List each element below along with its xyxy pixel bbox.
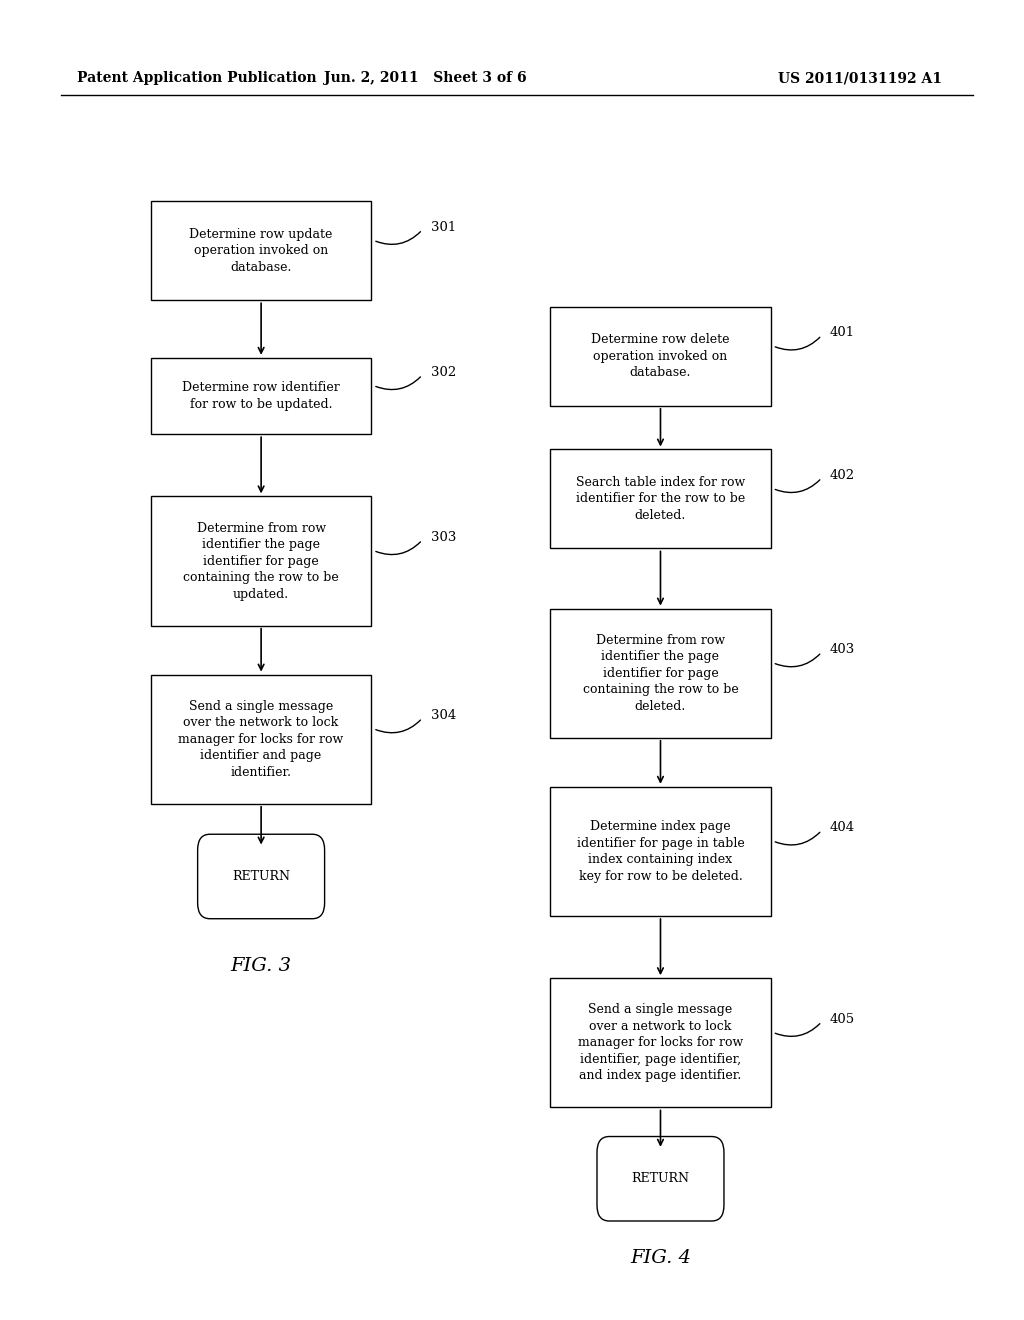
Text: 402: 402 (830, 469, 855, 482)
FancyBboxPatch shape (152, 675, 372, 804)
Text: RETURN: RETURN (232, 870, 290, 883)
FancyBboxPatch shape (597, 1137, 724, 1221)
Text: Determine from row
identifier the page
identifier for page
containing the row to: Determine from row identifier the page i… (183, 521, 339, 601)
Text: 404: 404 (830, 821, 855, 834)
Text: Determine row identifier
for row to be updated.: Determine row identifier for row to be u… (182, 381, 340, 411)
Text: Jun. 2, 2011   Sheet 3 of 6: Jun. 2, 2011 Sheet 3 of 6 (324, 71, 526, 84)
FancyBboxPatch shape (152, 358, 372, 434)
Text: 304: 304 (430, 709, 456, 722)
Text: 303: 303 (430, 531, 456, 544)
Text: Determine from row
identifier the page
identifier for page
containing the row to: Determine from row identifier the page i… (583, 634, 738, 713)
Text: 405: 405 (830, 1012, 855, 1026)
Text: Determine row delete
operation invoked on
database.: Determine row delete operation invoked o… (591, 334, 730, 379)
Text: Search table index for row
identifier for the row to be
deleted.: Search table index for row identifier fo… (575, 477, 745, 521)
FancyBboxPatch shape (152, 496, 372, 626)
Text: 301: 301 (430, 220, 456, 234)
Text: Determine index page
identifier for page in table
index containing index
key for: Determine index page identifier for page… (577, 820, 744, 883)
Text: Send a single message
over a network to lock
manager for locks for row
identifie: Send a single message over a network to … (578, 1003, 743, 1082)
Text: 302: 302 (430, 366, 456, 379)
FancyBboxPatch shape (152, 201, 372, 300)
FancyBboxPatch shape (551, 449, 770, 549)
FancyBboxPatch shape (551, 609, 770, 738)
Text: Send a single message
over the network to lock
manager for locks for row
identif: Send a single message over the network t… (178, 700, 344, 779)
Text: 403: 403 (830, 643, 855, 656)
FancyBboxPatch shape (551, 787, 770, 916)
Text: Determine row update
operation invoked on
database.: Determine row update operation invoked o… (189, 228, 333, 273)
FancyBboxPatch shape (198, 834, 325, 919)
FancyBboxPatch shape (551, 308, 770, 407)
Text: RETURN: RETURN (632, 1172, 689, 1185)
FancyBboxPatch shape (551, 978, 770, 1107)
Text: Patent Application Publication: Patent Application Publication (77, 71, 316, 84)
Text: US 2011/0131192 A1: US 2011/0131192 A1 (778, 71, 942, 84)
Text: 401: 401 (830, 326, 855, 339)
Text: FIG. 4: FIG. 4 (630, 1249, 691, 1267)
Text: FIG. 3: FIG. 3 (230, 957, 292, 975)
